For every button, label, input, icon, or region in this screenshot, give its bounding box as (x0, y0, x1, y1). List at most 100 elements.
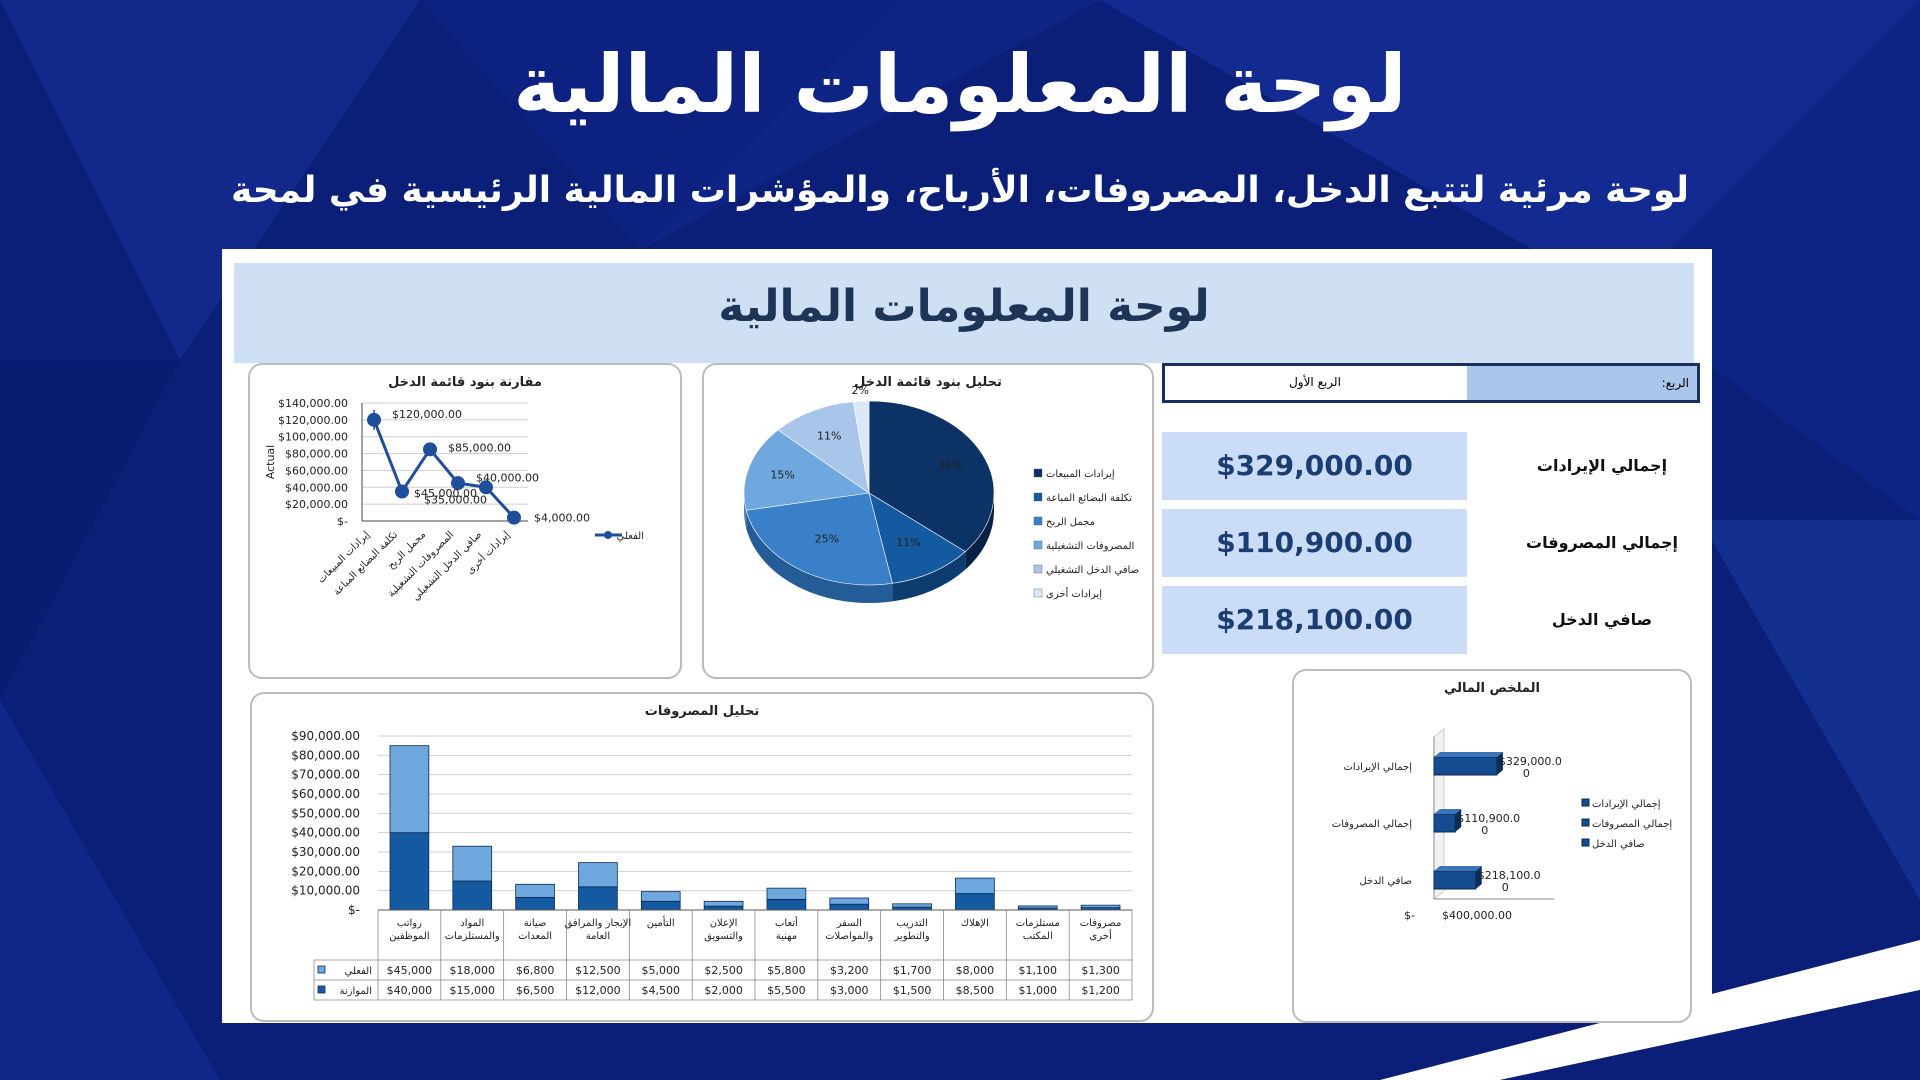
expenses-category-label: المواد والمستلزمات (445, 918, 500, 942)
summary-bar-top (1434, 866, 1482, 871)
summary-value-label: $218,100.0 (1478, 869, 1541, 882)
expenses-actual-cell: $3,200 (830, 964, 869, 977)
pie-chart-panel: تحليل بنود قائمة الدخل 36% 11% 25% 15% 11% 2%… (702, 363, 1154, 679)
kpi-netincome-value: $218,100.00 (1216, 603, 1413, 636)
pie-legend-label: المصروفات التشغيلية (1046, 541, 1134, 552)
summary-category-label: إجمالي المصروفات (1332, 819, 1412, 830)
pie-slice-rim (746, 510, 893, 603)
pie-slice-rim (892, 551, 966, 602)
summary-legend-swatch (1581, 798, 1590, 807)
expenses-actual-cell: $12,500 (575, 964, 621, 977)
slide-subtitle: لوحة مرئية لتتبع الدخل، المصروفات، الأرب… (230, 170, 1690, 211)
expenses-bar-budget (578, 886, 618, 911)
expenses-category-label: السفر والمواصلات (825, 918, 873, 942)
expenses-bar-actual (703, 900, 744, 907)
summary-xtick-label: $- (1404, 909, 1415, 922)
line-legend-marker (604, 531, 612, 539)
line-ytick-label: $120,000.00 (278, 414, 348, 427)
expenses-category-label: التدريب والتطوير (893, 918, 930, 942)
summary-bar-side (1475, 866, 1482, 889)
pie-legend-swatch (1033, 516, 1043, 526)
pie-legend-swatch (1033, 588, 1043, 598)
kpi-revenue-value: $329,000.00 (1216, 449, 1413, 482)
line-point (423, 442, 437, 457)
pie-slice (868, 492, 966, 584)
expenses-ytick-label: $20,000.00 (291, 864, 360, 878)
quarter-selector[interactable]: الربع الأول الربع: (1162, 363, 1700, 403)
pie-value-label: 11% (817, 430, 841, 443)
line-ytick-label: $80,000.00 (285, 448, 348, 461)
pie-slice (852, 400, 870, 494)
pie-value-label: 36% (938, 459, 962, 472)
line-chart-title: مقارنة بنود قائمة الدخل (388, 375, 542, 390)
summary-bar-side (1496, 752, 1503, 775)
expenses-actual-cell: $8,000 (956, 964, 995, 977)
kpi-expenses-box: $110,900.00 (1162, 509, 1467, 577)
kpi-revenue-label: إجمالي الإيرادات (1536, 456, 1668, 475)
pie-legend-swatch (1033, 540, 1043, 550)
expenses-ytick-label: $90,000.00 (291, 729, 360, 743)
expenses-ytick-label: $40,000.00 (291, 826, 360, 840)
pie-chart-title: تحليل بنود قائمة الدخل (854, 375, 1002, 390)
expenses-actual-cell: $1,700 (893, 964, 932, 977)
expenses-chart-title: تحليل المصروفات (644, 704, 760, 719)
expenses-actual-cell: $5,800 (767, 964, 806, 977)
kpi-netincome-label: صافي الدخل (1551, 610, 1653, 629)
expenses-chart: $- $10,000.00 $20,000.00 $30,000.00 $40,000.… (291, 729, 1133, 1001)
expenses-category-label: الإعلان والتسويق (704, 918, 743, 942)
summary-bar (1433, 756, 1498, 776)
kpi-netincome-box: $218,100.00 (1162, 586, 1467, 654)
expenses-legend-budget: الموازنة (339, 986, 372, 997)
line-ytick-label: $40,000.00 (285, 481, 348, 494)
summary-bar (1433, 813, 1456, 833)
expenses-budget-cell: $8,500 (956, 984, 995, 997)
expenses-bar-budget (703, 905, 744, 911)
expenses-budget-cell: $2,000 (704, 984, 743, 997)
line-legend-label: الفعلي (617, 531, 644, 542)
line-ytick-label: $20,000.00 (285, 498, 348, 511)
expenses-ytick-label: $80,000.00 (291, 748, 360, 762)
expenses-bar-budget (829, 903, 870, 911)
sheet-banner: لوحة المعلومات المالية (234, 263, 1694, 363)
quarter-value[interactable]: الربع الأول (1289, 375, 1341, 389)
pie-legend-swatch (1033, 564, 1043, 574)
expenses-bar-actual (829, 897, 870, 905)
expenses-category-label: رواتب الموظفين (389, 918, 429, 942)
expenses-bar-budget (452, 880, 493, 911)
expenses-bar-actual (578, 862, 618, 888)
line-point (451, 476, 465, 491)
expenses-budget-cell: $15,000 (450, 984, 496, 997)
expenses-budget-cell: $5,500 (767, 984, 806, 997)
line-data-label: $40,000.00 (476, 471, 539, 484)
pie-value-label: 25% (815, 533, 839, 546)
summary-value-label: $329,000.0 (1499, 755, 1562, 768)
expenses-budget-cell: $1,500 (893, 984, 932, 997)
line-point (395, 484, 409, 499)
line-data-label: $45,000.00 (414, 487, 477, 500)
expenses-budget-cell: $4,500 (642, 984, 681, 997)
expenses-bar-actual (389, 745, 430, 834)
line-ytick-label: $- (337, 515, 348, 528)
kpi-revenue-box: $329,000.00 (1162, 432, 1467, 500)
expenses-actual-cell: $6,800 (516, 964, 555, 977)
expenses-bar-actual (515, 883, 555, 898)
expenses-category-label: الإهلاك (961, 918, 989, 929)
expenses-budget-cell: $12,000 (575, 984, 621, 997)
expenses-bar-actual (640, 891, 681, 902)
expenses-actual-cell: $1,300 (1081, 964, 1120, 977)
pie-chart: 36% 11% 25% 15% 11% 2% إيرادات المبيعات تكلفة ا… (743, 384, 1139, 603)
expenses-budget-cell: $6,500 (516, 984, 555, 997)
expenses-bar-actual (452, 845, 493, 882)
expenses-legend-actual: الفعلي (345, 966, 372, 977)
quarter-label: الربع: (1661, 376, 1689, 390)
expenses-category-label: التأمين (647, 915, 675, 929)
pie-legend-label: إيرادات أخرى (1046, 587, 1102, 600)
slide-title: لوحة المعلومات المالية (513, 38, 1407, 131)
line-data-label: $35,000.00 (424, 494, 487, 507)
summary-value-label: $110,900.0 (1457, 812, 1520, 825)
summary-chart-title: الملخص المالي (1444, 681, 1540, 696)
pie-legend-label: إيرادات المبيعات (1046, 469, 1115, 480)
expenses-category-label: مصروفات أخرى (1080, 918, 1122, 942)
pie-legend-label: مجمل الربح (1046, 517, 1095, 528)
pie-slice (745, 492, 893, 586)
